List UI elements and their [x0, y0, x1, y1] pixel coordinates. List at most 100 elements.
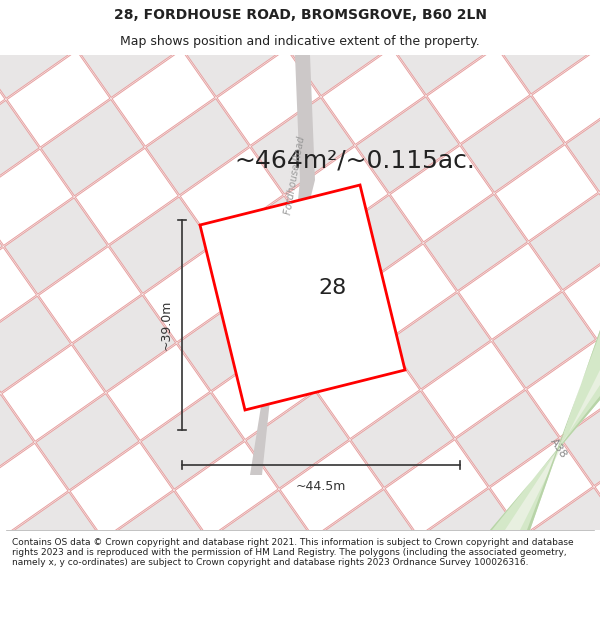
Polygon shape [532, 46, 600, 142]
Polygon shape [36, 394, 139, 490]
Polygon shape [458, 243, 562, 339]
Polygon shape [505, 370, 600, 530]
Polygon shape [419, 489, 522, 585]
Polygon shape [527, 341, 600, 437]
Polygon shape [566, 95, 600, 191]
Polygon shape [487, 586, 590, 625]
Polygon shape [175, 442, 278, 538]
Polygon shape [104, 491, 207, 588]
Polygon shape [490, 396, 600, 530]
Polygon shape [393, 0, 496, 95]
Polygon shape [183, 0, 286, 96]
Polygon shape [112, 50, 215, 146]
Text: Map shows position and indicative extent of the property.: Map shows position and indicative extent… [120, 35, 480, 48]
Polygon shape [4, 198, 107, 294]
Polygon shape [0, 0, 41, 49]
Polygon shape [73, 296, 176, 392]
Polygon shape [78, 1, 181, 98]
Polygon shape [319, 195, 422, 291]
Polygon shape [217, 49, 320, 145]
Polygon shape [388, 292, 491, 389]
Polygon shape [0, 52, 5, 148]
Polygon shape [109, 197, 212, 293]
Polygon shape [422, 341, 524, 437]
Polygon shape [70, 442, 173, 539]
Polygon shape [563, 242, 600, 339]
Polygon shape [38, 247, 142, 343]
Polygon shape [382, 587, 485, 625]
Polygon shape [0, 296, 71, 392]
Polygon shape [598, 291, 600, 388]
Polygon shape [41, 99, 144, 196]
Polygon shape [214, 196, 317, 292]
Text: ~464m²/~0.115ac.: ~464m²/~0.115ac. [235, 148, 475, 172]
Polygon shape [209, 491, 312, 587]
Polygon shape [212, 343, 315, 439]
Text: 28, FORDHOUSE ROAD, BROMSGROVE, B60 2LN: 28, FORDHOUSE ROAD, BROMSGROVE, B60 2LN [113, 8, 487, 22]
Polygon shape [498, 0, 600, 94]
Polygon shape [454, 538, 556, 625]
Polygon shape [288, 0, 391, 96]
Polygon shape [76, 148, 178, 244]
Polygon shape [141, 393, 244, 489]
Polygon shape [143, 246, 247, 342]
Polygon shape [146, 99, 249, 195]
Polygon shape [244, 539, 346, 625]
Polygon shape [251, 98, 354, 194]
Polygon shape [559, 536, 600, 625]
Text: A38: A38 [548, 436, 568, 460]
Polygon shape [569, 0, 600, 44]
Polygon shape [527, 330, 600, 530]
Polygon shape [0, 248, 37, 344]
Polygon shape [390, 146, 493, 242]
Polygon shape [495, 145, 598, 241]
Polygon shape [356, 97, 459, 193]
Polygon shape [285, 146, 388, 242]
Text: Contains OS data © Crown copyright and database right 2021. This information is : Contains OS data © Crown copyright and d… [12, 538, 574, 568]
Polygon shape [595, 438, 600, 534]
Polygon shape [0, 394, 34, 491]
Polygon shape [200, 185, 405, 410]
Polygon shape [464, 0, 566, 45]
Polygon shape [246, 392, 349, 488]
Text: ~39.0m: ~39.0m [160, 300, 173, 350]
Polygon shape [0, 443, 68, 539]
Polygon shape [180, 148, 283, 244]
Polygon shape [490, 330, 600, 530]
Text: Fordhouse Road: Fordhouse Road [283, 135, 307, 215]
Polygon shape [2, 345, 105, 441]
Polygon shape [7, 51, 110, 147]
Polygon shape [0, 542, 31, 625]
Polygon shape [529, 194, 600, 290]
Polygon shape [351, 391, 454, 488]
Polygon shape [314, 489, 417, 586]
Polygon shape [149, 0, 251, 48]
Text: 28: 28 [319, 278, 347, 298]
Polygon shape [456, 390, 559, 486]
Polygon shape [34, 541, 136, 625]
Polygon shape [250, 55, 315, 475]
Polygon shape [107, 344, 210, 441]
Polygon shape [0, 149, 73, 246]
Polygon shape [139, 540, 241, 625]
Polygon shape [0, 2, 76, 98]
Polygon shape [280, 441, 383, 537]
Polygon shape [353, 244, 457, 340]
Polygon shape [178, 294, 281, 391]
Polygon shape [359, 0, 461, 46]
Polygon shape [172, 589, 275, 625]
Polygon shape [0, 591, 65, 625]
Polygon shape [524, 488, 600, 584]
Polygon shape [277, 588, 380, 625]
Polygon shape [592, 585, 600, 625]
Polygon shape [427, 48, 530, 144]
Polygon shape [385, 440, 488, 536]
Polygon shape [0, 492, 102, 588]
Polygon shape [68, 589, 170, 625]
Polygon shape [254, 0, 356, 47]
Text: ~44.5m: ~44.5m [296, 481, 346, 494]
Polygon shape [561, 389, 600, 486]
Polygon shape [317, 342, 420, 439]
Polygon shape [283, 294, 386, 390]
Polygon shape [0, 0, 8, 1]
